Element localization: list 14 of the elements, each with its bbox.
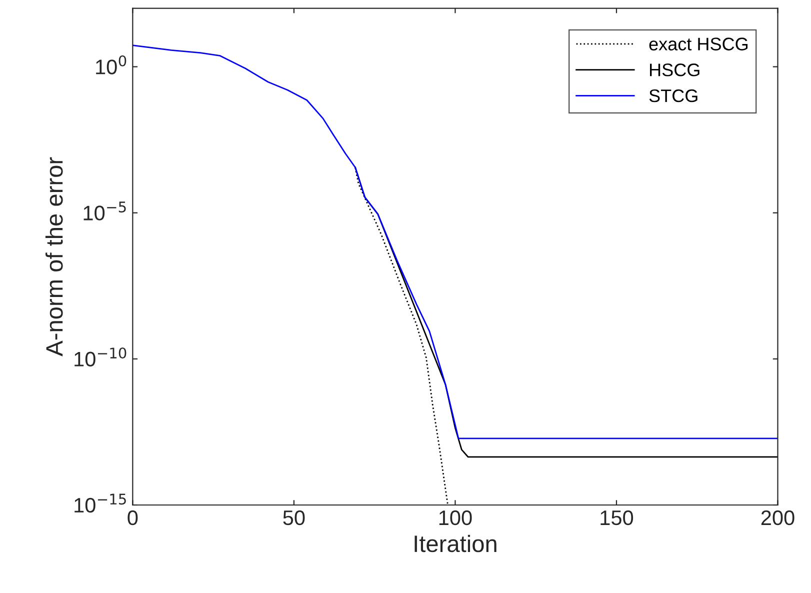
- x-axis-title: Iteration: [414, 534, 496, 552]
- x-tick-label: 0: [128, 510, 138, 526]
- legend-label: STCG: [649, 89, 698, 102]
- legend-label: exact HSCG: [649, 38, 748, 50]
- legend-label: HSCG: [650, 64, 700, 76]
- x-tick-label: 200: [761, 510, 794, 526]
- x-tick-label: 150: [600, 510, 634, 526]
- x-tick-label: 100: [439, 510, 472, 526]
- y-tick-label: 10$^{−15}$: [74, 494, 126, 513]
- y-tick-label: 10$^{−10}$: [74, 348, 126, 367]
- y-axis-title: A-norm of the error: [45, 157, 63, 356]
- y-tick-label: 10$^{−5}$: [84, 202, 126, 220]
- y-tick-label: 10$^{0}$: [96, 55, 126, 74]
- x-tick-label: 50: [283, 510, 305, 526]
